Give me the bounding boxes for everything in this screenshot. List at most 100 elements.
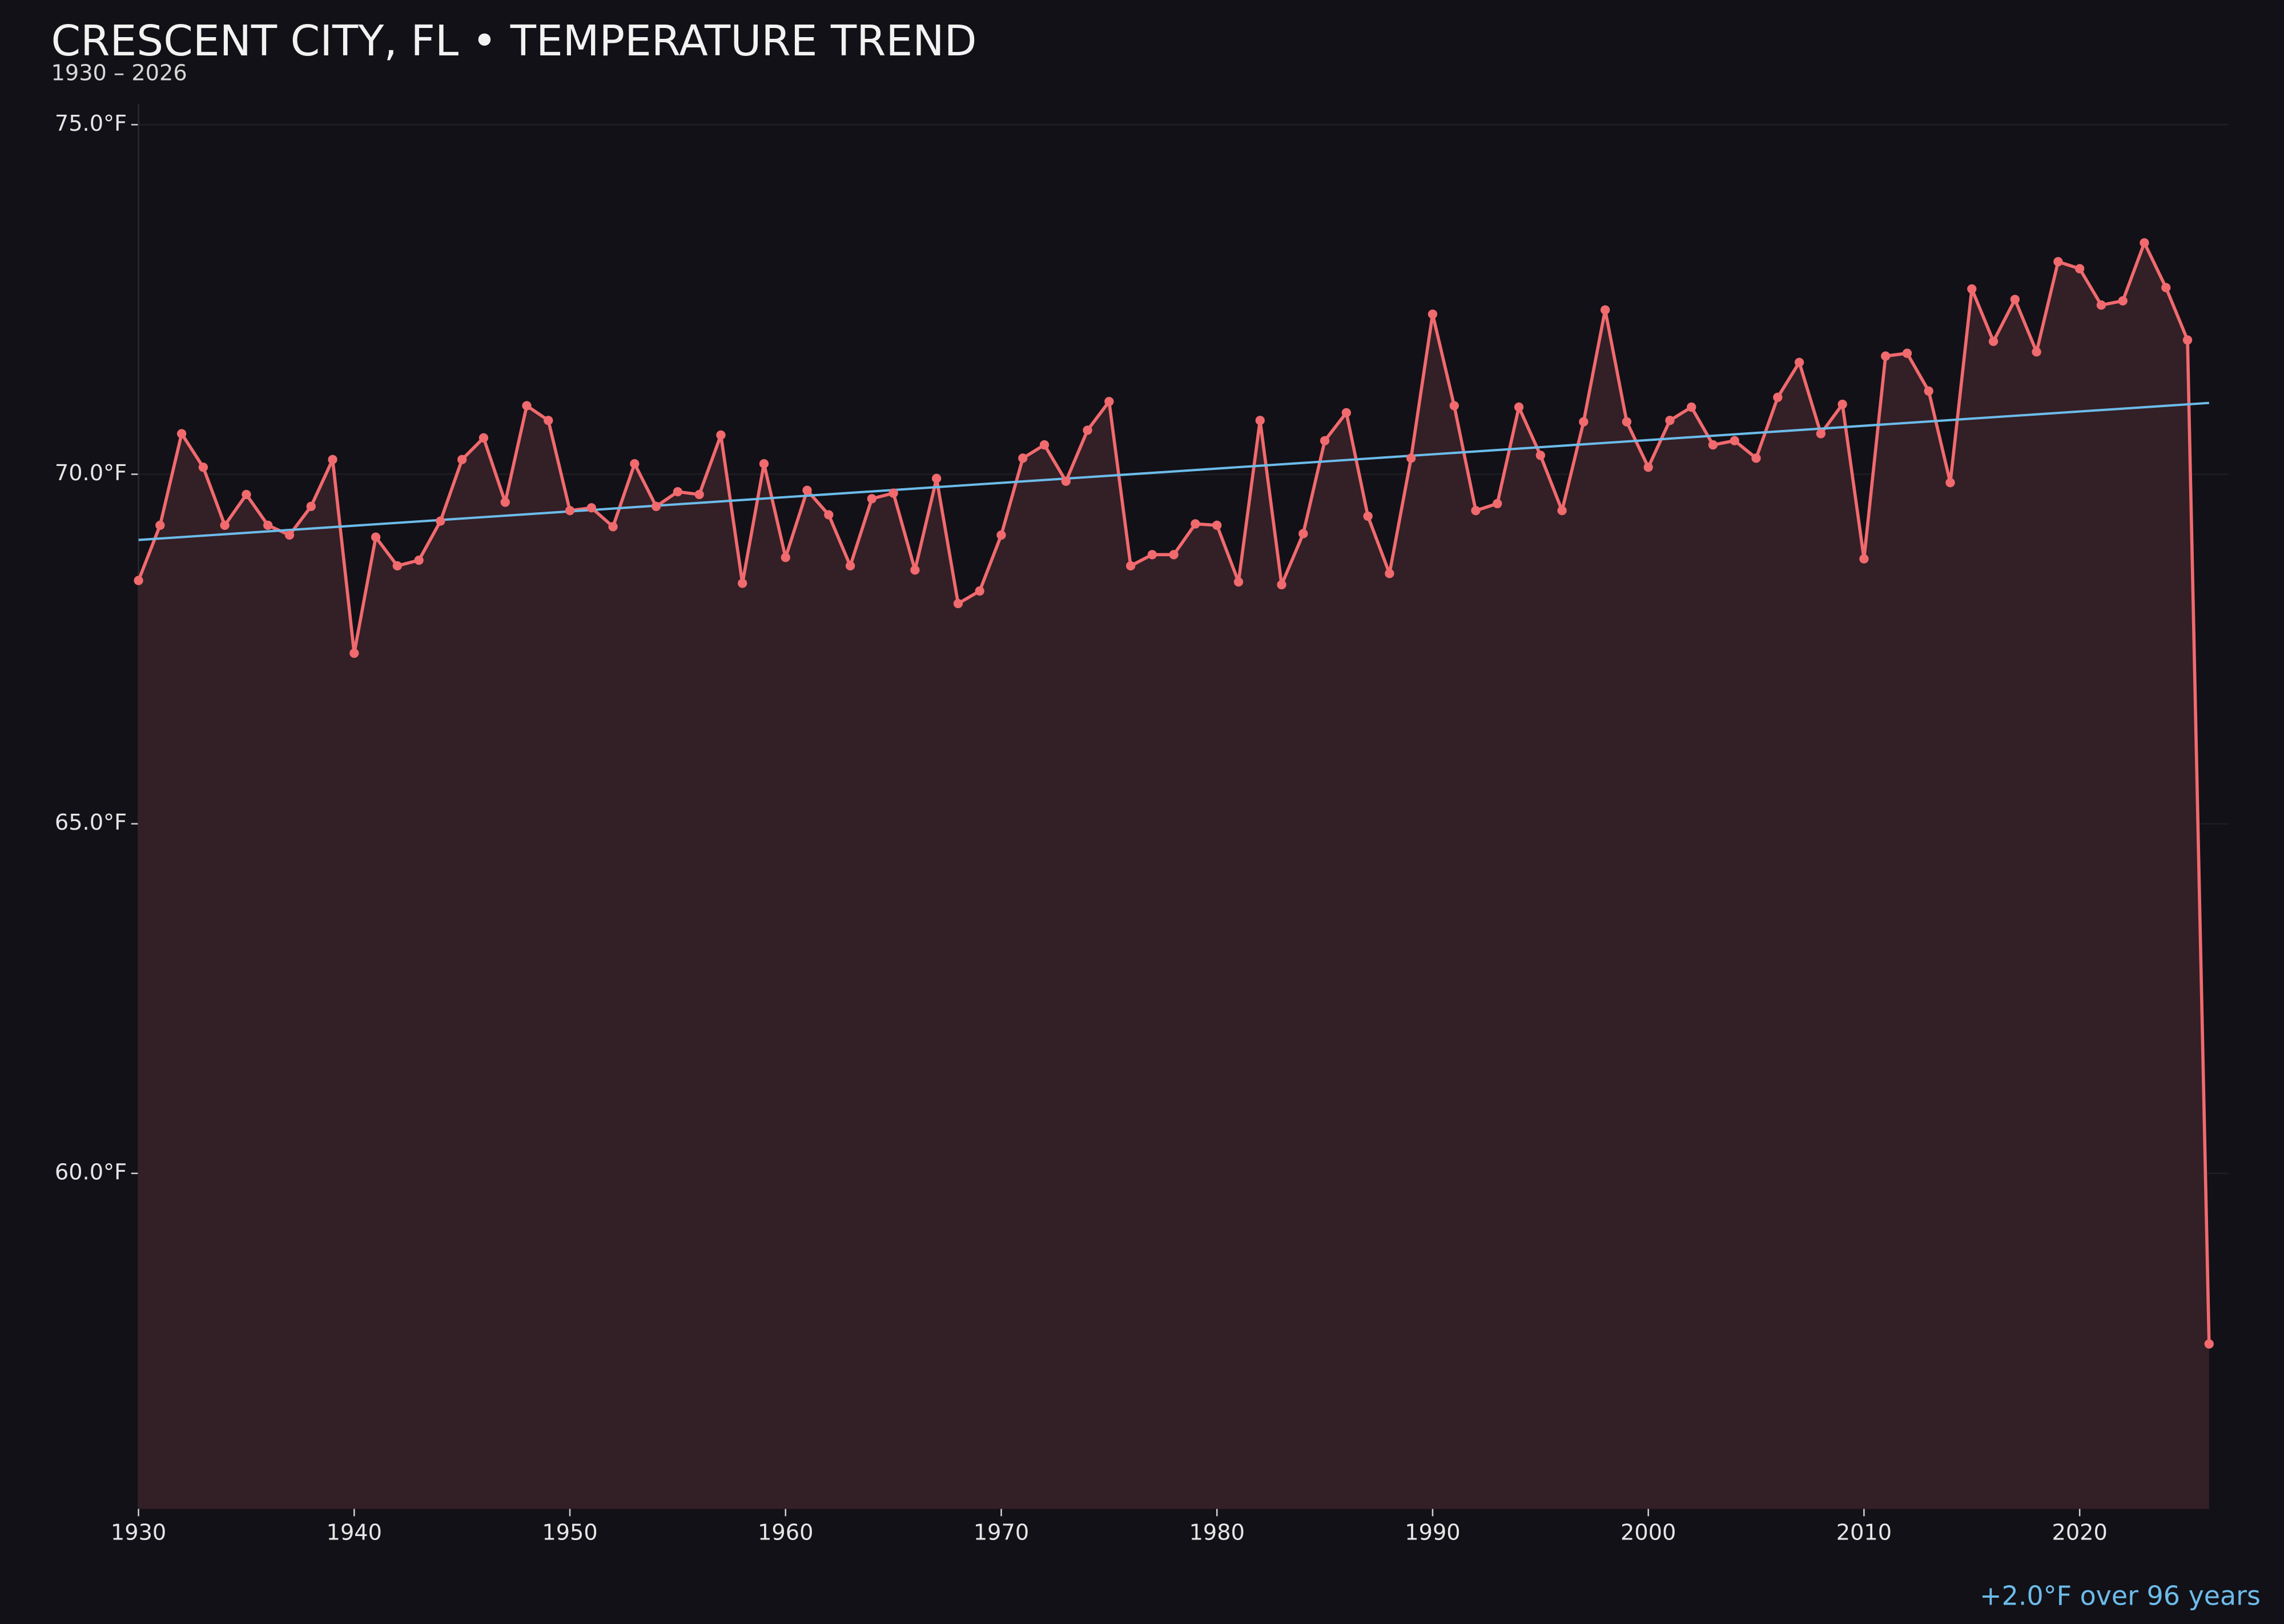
data-point <box>673 487 683 497</box>
data-point <box>220 520 230 530</box>
data-point <box>1687 402 1696 412</box>
data-point <box>1881 351 1891 361</box>
x-tick-label: 1950 <box>542 1520 597 1545</box>
data-point <box>242 489 251 500</box>
data-point <box>1471 506 1481 516</box>
data-point <box>2140 238 2149 248</box>
data-point <box>2182 335 2193 345</box>
data-point <box>1449 401 1459 411</box>
data-point <box>1967 284 1977 294</box>
data-point <box>1341 408 1352 417</box>
data-point <box>1924 386 1933 396</box>
data-point <box>845 561 855 571</box>
data-point <box>1859 554 1869 564</box>
data-point <box>1039 440 1049 450</box>
data-point <box>1385 569 1394 578</box>
data-point <box>1191 519 1200 529</box>
x-tick-label: 2010 <box>1836 1520 1892 1545</box>
data-point <box>1837 399 1847 409</box>
data-point <box>1018 453 1028 463</box>
data-point <box>824 510 834 520</box>
data-point <box>284 530 295 540</box>
data-point <box>1730 436 1739 445</box>
data-point <box>996 530 1006 540</box>
data-point <box>457 455 467 464</box>
data-point <box>1169 550 1179 560</box>
data-point <box>436 516 445 526</box>
data-point <box>1665 416 1675 425</box>
data-point <box>1708 440 1718 450</box>
data-point <box>1083 425 1092 435</box>
y-tick-label: 60.0°F <box>55 1159 127 1185</box>
trend-line <box>138 401 2209 541</box>
data-point <box>371 532 381 542</box>
data-point <box>932 473 942 484</box>
data-point <box>2075 264 2085 274</box>
area-fill <box>138 243 2209 1509</box>
data-point <box>630 459 640 469</box>
data-point <box>2096 300 2106 310</box>
data-point <box>1233 577 1244 587</box>
chart-title: CRESCENT CITY, FL • TEMPERATURE TREND <box>51 17 977 66</box>
chart-subtitle: 1930 – 2026 <box>51 61 187 86</box>
data-point <box>1255 416 1265 425</box>
data-point <box>1406 453 1416 463</box>
x-tick-label: 1970 <box>974 1520 1029 1545</box>
data-point <box>1277 580 1286 590</box>
data-point <box>263 520 273 530</box>
data-point <box>1988 336 1998 347</box>
data-point <box>651 501 661 511</box>
data-point <box>1320 436 1330 445</box>
data-point <box>694 489 704 500</box>
data-point <box>1514 402 1524 412</box>
data-point <box>414 555 424 565</box>
x-tick-label: 2000 <box>1620 1520 1676 1545</box>
data-point <box>1104 397 1114 407</box>
data-point <box>1493 499 1502 509</box>
data-point <box>1773 392 1783 402</box>
data-point <box>134 576 143 585</box>
data-point <box>608 522 618 532</box>
x-tick-label: 1980 <box>1189 1520 1245 1545</box>
x-tick-label: 1960 <box>758 1520 813 1545</box>
data-point <box>781 553 790 562</box>
data-point <box>1600 305 1610 315</box>
data-point <box>349 648 359 658</box>
data-point <box>716 430 726 440</box>
data-point <box>176 429 187 439</box>
data-point <box>1298 529 1308 538</box>
data-point <box>586 503 596 513</box>
x-tick-label: 1930 <box>111 1520 166 1545</box>
data-point <box>328 455 337 464</box>
trend-annotation: +2.0°F over 96 years <box>1980 1581 2261 1611</box>
data-point <box>1945 478 1955 488</box>
data-point <box>1794 357 1804 367</box>
x-tick-label: 1940 <box>327 1520 382 1545</box>
data-point <box>155 520 165 530</box>
data-point <box>738 578 747 588</box>
data-point <box>522 401 532 411</box>
data-point <box>1363 511 1373 521</box>
data-point <box>544 416 553 425</box>
data-point <box>2032 347 2041 357</box>
data-point <box>1643 463 1653 472</box>
data-point <box>1147 550 1157 560</box>
x-tick-label: 1990 <box>1405 1520 1460 1545</box>
data-point <box>1579 417 1589 427</box>
data-point <box>1557 506 1567 516</box>
data-point <box>975 586 984 596</box>
data-point <box>2053 257 2063 267</box>
x-tick-label: 2020 <box>2052 1520 2107 1545</box>
y-tick-label: 70.0°F <box>55 460 127 486</box>
data-point <box>759 459 769 469</box>
y-tick-label: 65.0°F <box>55 810 127 835</box>
data-point <box>1125 561 1136 571</box>
data-point <box>1751 453 1761 463</box>
data-point <box>867 494 877 504</box>
data-point <box>953 598 963 609</box>
data-point <box>306 501 316 511</box>
data-point <box>2204 1339 2214 1349</box>
data-point <box>392 561 403 571</box>
